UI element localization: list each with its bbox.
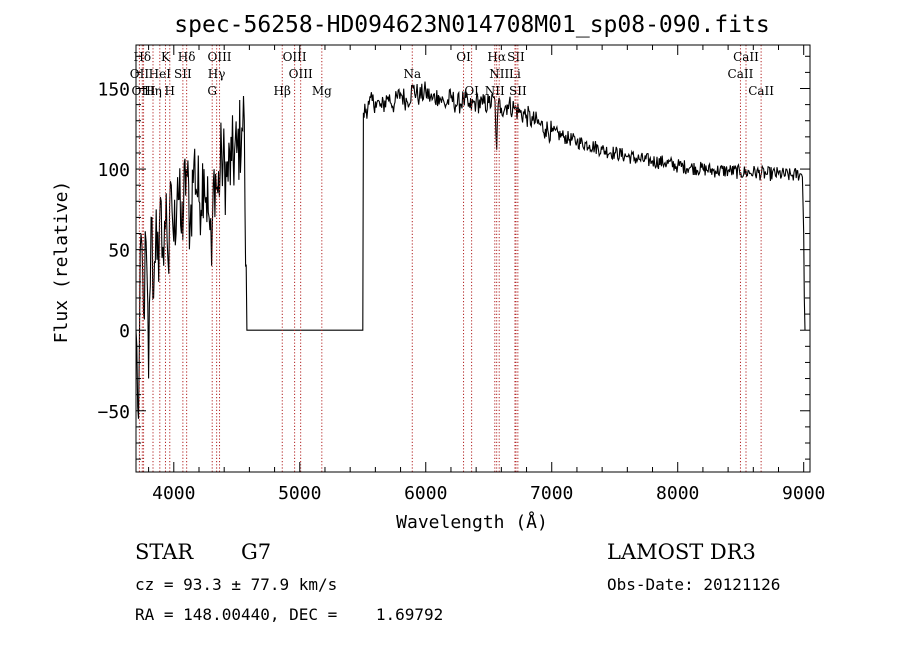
spectral-line-label: OIII: [289, 67, 313, 81]
x-axis-label: Wavelength (Å): [396, 511, 548, 533]
x-tick-label: 8000: [656, 483, 699, 504]
spectral-line-label: OI: [464, 84, 479, 98]
y-tick-label: 150: [97, 80, 130, 101]
spectral-line-label: SII: [507, 50, 525, 64]
spectral-line-label: OIII: [283, 50, 307, 64]
spectral-line-label: Hδ: [133, 50, 151, 64]
spectral-line-label: OIII: [132, 84, 156, 98]
redshift-cz: cz = 93.3 ± 77.9 km/s: [135, 575, 338, 594]
y-tick-label: −50: [97, 402, 130, 423]
x-tick-label: 9000: [782, 483, 825, 504]
spectral-line-label: OI: [456, 50, 471, 64]
spectral-line-label: Hα: [487, 50, 506, 64]
spectral-line-label: CaII: [748, 84, 774, 98]
object-class: STAR: [135, 540, 194, 564]
spectral-line-label: G: [207, 84, 217, 98]
x-tick-label: 7000: [530, 483, 573, 504]
spectral-line-label: Na: [403, 67, 421, 81]
x-tick-label: 4000: [152, 483, 195, 504]
spectral-line-label: Hβ: [274, 84, 291, 98]
y-tick-label: 0: [119, 321, 130, 342]
plot-area: [135, 81, 806, 419]
spectral-line-label: Li: [509, 67, 521, 81]
x-tick-label: 6000: [404, 483, 447, 504]
plot-frame: [135, 44, 811, 473]
object-subclass: G7: [241, 540, 272, 564]
spectral-line-label: SII: [174, 67, 192, 81]
spectral-line-label: H: [165, 84, 175, 98]
observation-date: Obs-Date: 20121126: [607, 575, 781, 594]
spectrum-line: [135, 81, 806, 419]
chart-title: spec-56258-HD094623N014708M01_sp08-090.f…: [174, 12, 769, 38]
spectral-line-label: Mg: [312, 84, 332, 98]
survey-name: LAMOST DR3: [607, 540, 756, 564]
spectral-line-label: K: [161, 50, 171, 64]
spectral-line-label: SII: [509, 84, 527, 98]
spectral-line-label: NII: [485, 84, 505, 98]
spectral-line-label: OIII: [207, 50, 231, 64]
spectral-line-label: CaII: [733, 50, 759, 64]
y-tick-label: 50: [108, 241, 130, 262]
spectral-line-label: HeI: [149, 67, 172, 81]
y-axis-label: Flux (relative): [51, 181, 72, 344]
coordinates: RA = 148.00440, DEC = 1.69792: [135, 605, 444, 624]
spectral-line-label: Hγ: [208, 67, 226, 81]
y-tick-label: 100: [97, 160, 130, 181]
spectral-line-label: CaII: [728, 67, 754, 81]
spectral-line-label: OII: [130, 67, 150, 81]
spectral-line-label: Hη: [144, 84, 162, 98]
axes: 4000 5000 6000 7000 8000 9000 −50 0 50 100 150: [97, 44, 825, 504]
x-tick-label: 5000: [278, 483, 321, 504]
spectral-line-label: Hδ: [178, 50, 196, 64]
spectral-line-label: NII: [489, 67, 509, 81]
